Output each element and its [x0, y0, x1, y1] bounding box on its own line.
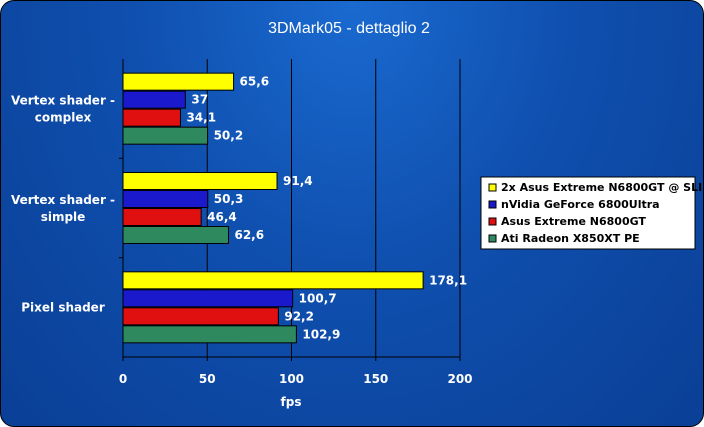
bar: [122, 72, 235, 91]
bar: [122, 126, 209, 145]
legend-swatch: [488, 200, 497, 209]
data-label: 100,7: [299, 291, 337, 305]
bar: [122, 208, 202, 226]
legend-swatch: [488, 183, 497, 192]
x-tick-label: 200: [447, 372, 472, 386]
chart-title: 3DMark05 - dettaglio 2: [268, 20, 430, 37]
bar: [122, 90, 186, 109]
legend-label: Asus Extreme N6800GT: [501, 215, 646, 228]
legend-label: 2x Asus Extreme N6800GT @ SLI: [501, 181, 702, 194]
category-label: Vertex shader -simple: [11, 193, 115, 224]
data-label: 37: [191, 93, 208, 107]
data-label: 62,6: [234, 228, 264, 242]
data-labels: 65,6 37 34,1 50,2 91,4 50,3 46,4 62,6 178,1 100,7…: [186, 75, 467, 342]
x-tick-label: 50: [199, 372, 216, 386]
bar: [122, 226, 229, 244]
bar: [122, 325, 297, 344]
bars: [122, 72, 424, 344]
category-label: Pixel shader: [21, 300, 105, 314]
bar: [122, 108, 181, 127]
bar: [122, 289, 294, 308]
legend-swatch: [488, 217, 497, 226]
legend: 2x Asus Extreme N6800GT @ SLI nVidia GeFo…: [480, 176, 702, 250]
data-label: 50,3: [214, 192, 244, 206]
data-label: 92,2: [284, 309, 314, 323]
legend-swatch: [488, 234, 497, 243]
x-tick-label: 150: [363, 372, 388, 386]
bar: [122, 172, 278, 190]
data-label: 65,6: [240, 75, 270, 89]
legend-box: [480, 176, 696, 250]
bar: [122, 271, 424, 290]
legend-label: nVidia GeForce 6800Ultra: [501, 198, 660, 211]
bar: [122, 307, 279, 326]
x-axis-title: fps: [281, 395, 302, 409]
data-label: 50,2: [214, 129, 244, 143]
data-label: 34,1: [186, 111, 216, 125]
data-label: 178,1: [429, 273, 467, 287]
data-label: 91,4: [283, 174, 313, 188]
x-tick-label: 100: [279, 372, 304, 386]
axes: 0 50 100 150 200 Vertex shader -complex Vertex…: [11, 59, 473, 386]
category-label: Vertex shader -complex: [11, 94, 115, 125]
data-label: 102,9: [302, 327, 340, 341]
data-label: 46,4: [207, 210, 237, 224]
legend-label: Ati Radeon X850XT PE: [501, 232, 640, 245]
bar: [122, 190, 209, 208]
x-tick-label: 0: [119, 372, 127, 386]
